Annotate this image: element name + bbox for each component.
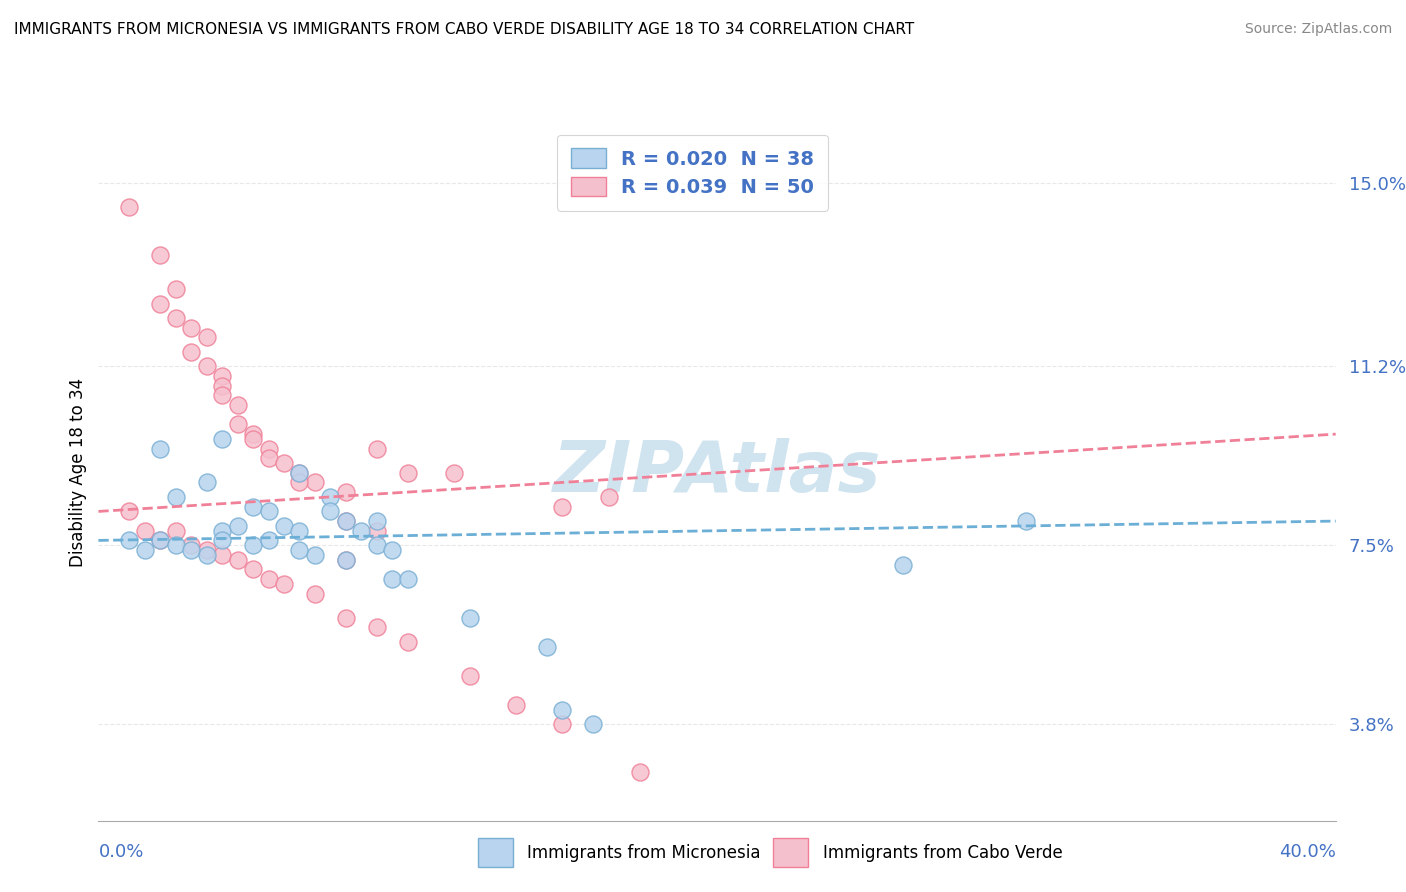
Point <box>118 200 141 214</box>
Point <box>335 514 357 528</box>
Point <box>366 524 388 538</box>
Point <box>226 552 249 567</box>
Point <box>180 321 202 335</box>
Point <box>242 538 264 552</box>
Point <box>628 765 651 780</box>
Point <box>257 572 280 586</box>
Point <box>381 572 404 586</box>
Point <box>288 524 311 538</box>
Point <box>288 466 311 480</box>
Point <box>134 524 156 538</box>
Point <box>257 533 280 548</box>
Point <box>165 490 187 504</box>
Point <box>211 524 233 538</box>
Point <box>273 519 295 533</box>
Point <box>381 543 404 558</box>
Point <box>551 717 574 731</box>
Point <box>335 514 357 528</box>
Point <box>180 345 202 359</box>
Point <box>273 456 295 470</box>
Point <box>211 388 233 402</box>
Text: 40.0%: 40.0% <box>1279 843 1336 861</box>
Text: IMMIGRANTS FROM MICRONESIA VS IMMIGRANTS FROM CABO VERDE DISABILITY AGE 18 TO 34: IMMIGRANTS FROM MICRONESIA VS IMMIGRANTS… <box>14 22 914 37</box>
Point <box>598 490 620 504</box>
Point <box>211 533 233 548</box>
Text: Source: ZipAtlas.com: Source: ZipAtlas.com <box>1244 22 1392 37</box>
Point <box>458 669 481 683</box>
Point <box>195 330 218 344</box>
Point <box>1015 514 1038 528</box>
Point <box>180 538 202 552</box>
Point <box>396 572 419 586</box>
Point <box>149 533 172 548</box>
Point <box>536 640 558 654</box>
Point <box>304 475 326 490</box>
Point <box>257 451 280 466</box>
Point <box>118 504 141 518</box>
Point <box>149 296 172 310</box>
Point <box>242 500 264 514</box>
Point <box>288 475 311 490</box>
Point <box>195 359 218 374</box>
Text: ZIPAtlas: ZIPAtlas <box>553 438 882 508</box>
Point <box>335 611 357 625</box>
Point <box>366 442 388 456</box>
Point <box>257 504 280 518</box>
Point <box>319 504 342 518</box>
Point <box>396 466 419 480</box>
Point <box>335 485 357 500</box>
Point <box>319 490 342 504</box>
Y-axis label: Disability Age 18 to 34: Disability Age 18 to 34 <box>69 378 87 567</box>
Point <box>134 543 156 558</box>
Point <box>211 548 233 562</box>
Point <box>350 524 373 538</box>
Point <box>195 548 218 562</box>
Point <box>165 311 187 326</box>
Point <box>118 533 141 548</box>
Point <box>551 500 574 514</box>
Point <box>149 248 172 262</box>
Point <box>443 466 465 480</box>
Point <box>165 282 187 296</box>
Point <box>195 475 218 490</box>
Point <box>226 398 249 412</box>
Point <box>257 442 280 456</box>
Point <box>366 620 388 634</box>
Point <box>288 466 311 480</box>
Point <box>551 702 574 716</box>
Point <box>458 611 481 625</box>
Point <box>335 552 357 567</box>
Point <box>335 552 357 567</box>
Point <box>226 519 249 533</box>
Point <box>242 562 264 576</box>
Point <box>211 379 233 393</box>
Text: Immigrants from Micronesia: Immigrants from Micronesia <box>527 844 761 862</box>
Point <box>195 543 218 558</box>
Point <box>242 427 264 442</box>
Legend: R = 0.020  N = 38, R = 0.039  N = 50: R = 0.020 N = 38, R = 0.039 N = 50 <box>557 135 828 211</box>
Point <box>211 369 233 384</box>
Point <box>366 538 388 552</box>
Point <box>226 417 249 432</box>
Point <box>165 538 187 552</box>
Point <box>165 524 187 538</box>
Point <box>396 635 419 649</box>
Point <box>149 442 172 456</box>
Point <box>180 543 202 558</box>
Point <box>242 432 264 446</box>
Text: Immigrants from Cabo Verde: Immigrants from Cabo Verde <box>823 844 1063 862</box>
Point <box>891 558 914 572</box>
Point <box>149 533 172 548</box>
Point <box>273 577 295 591</box>
Point <box>304 548 326 562</box>
Point <box>304 586 326 600</box>
Point <box>505 698 527 712</box>
Text: 0.0%: 0.0% <box>98 843 143 861</box>
Point <box>366 514 388 528</box>
Point <box>582 717 605 731</box>
Point <box>288 543 311 558</box>
Point <box>211 432 233 446</box>
